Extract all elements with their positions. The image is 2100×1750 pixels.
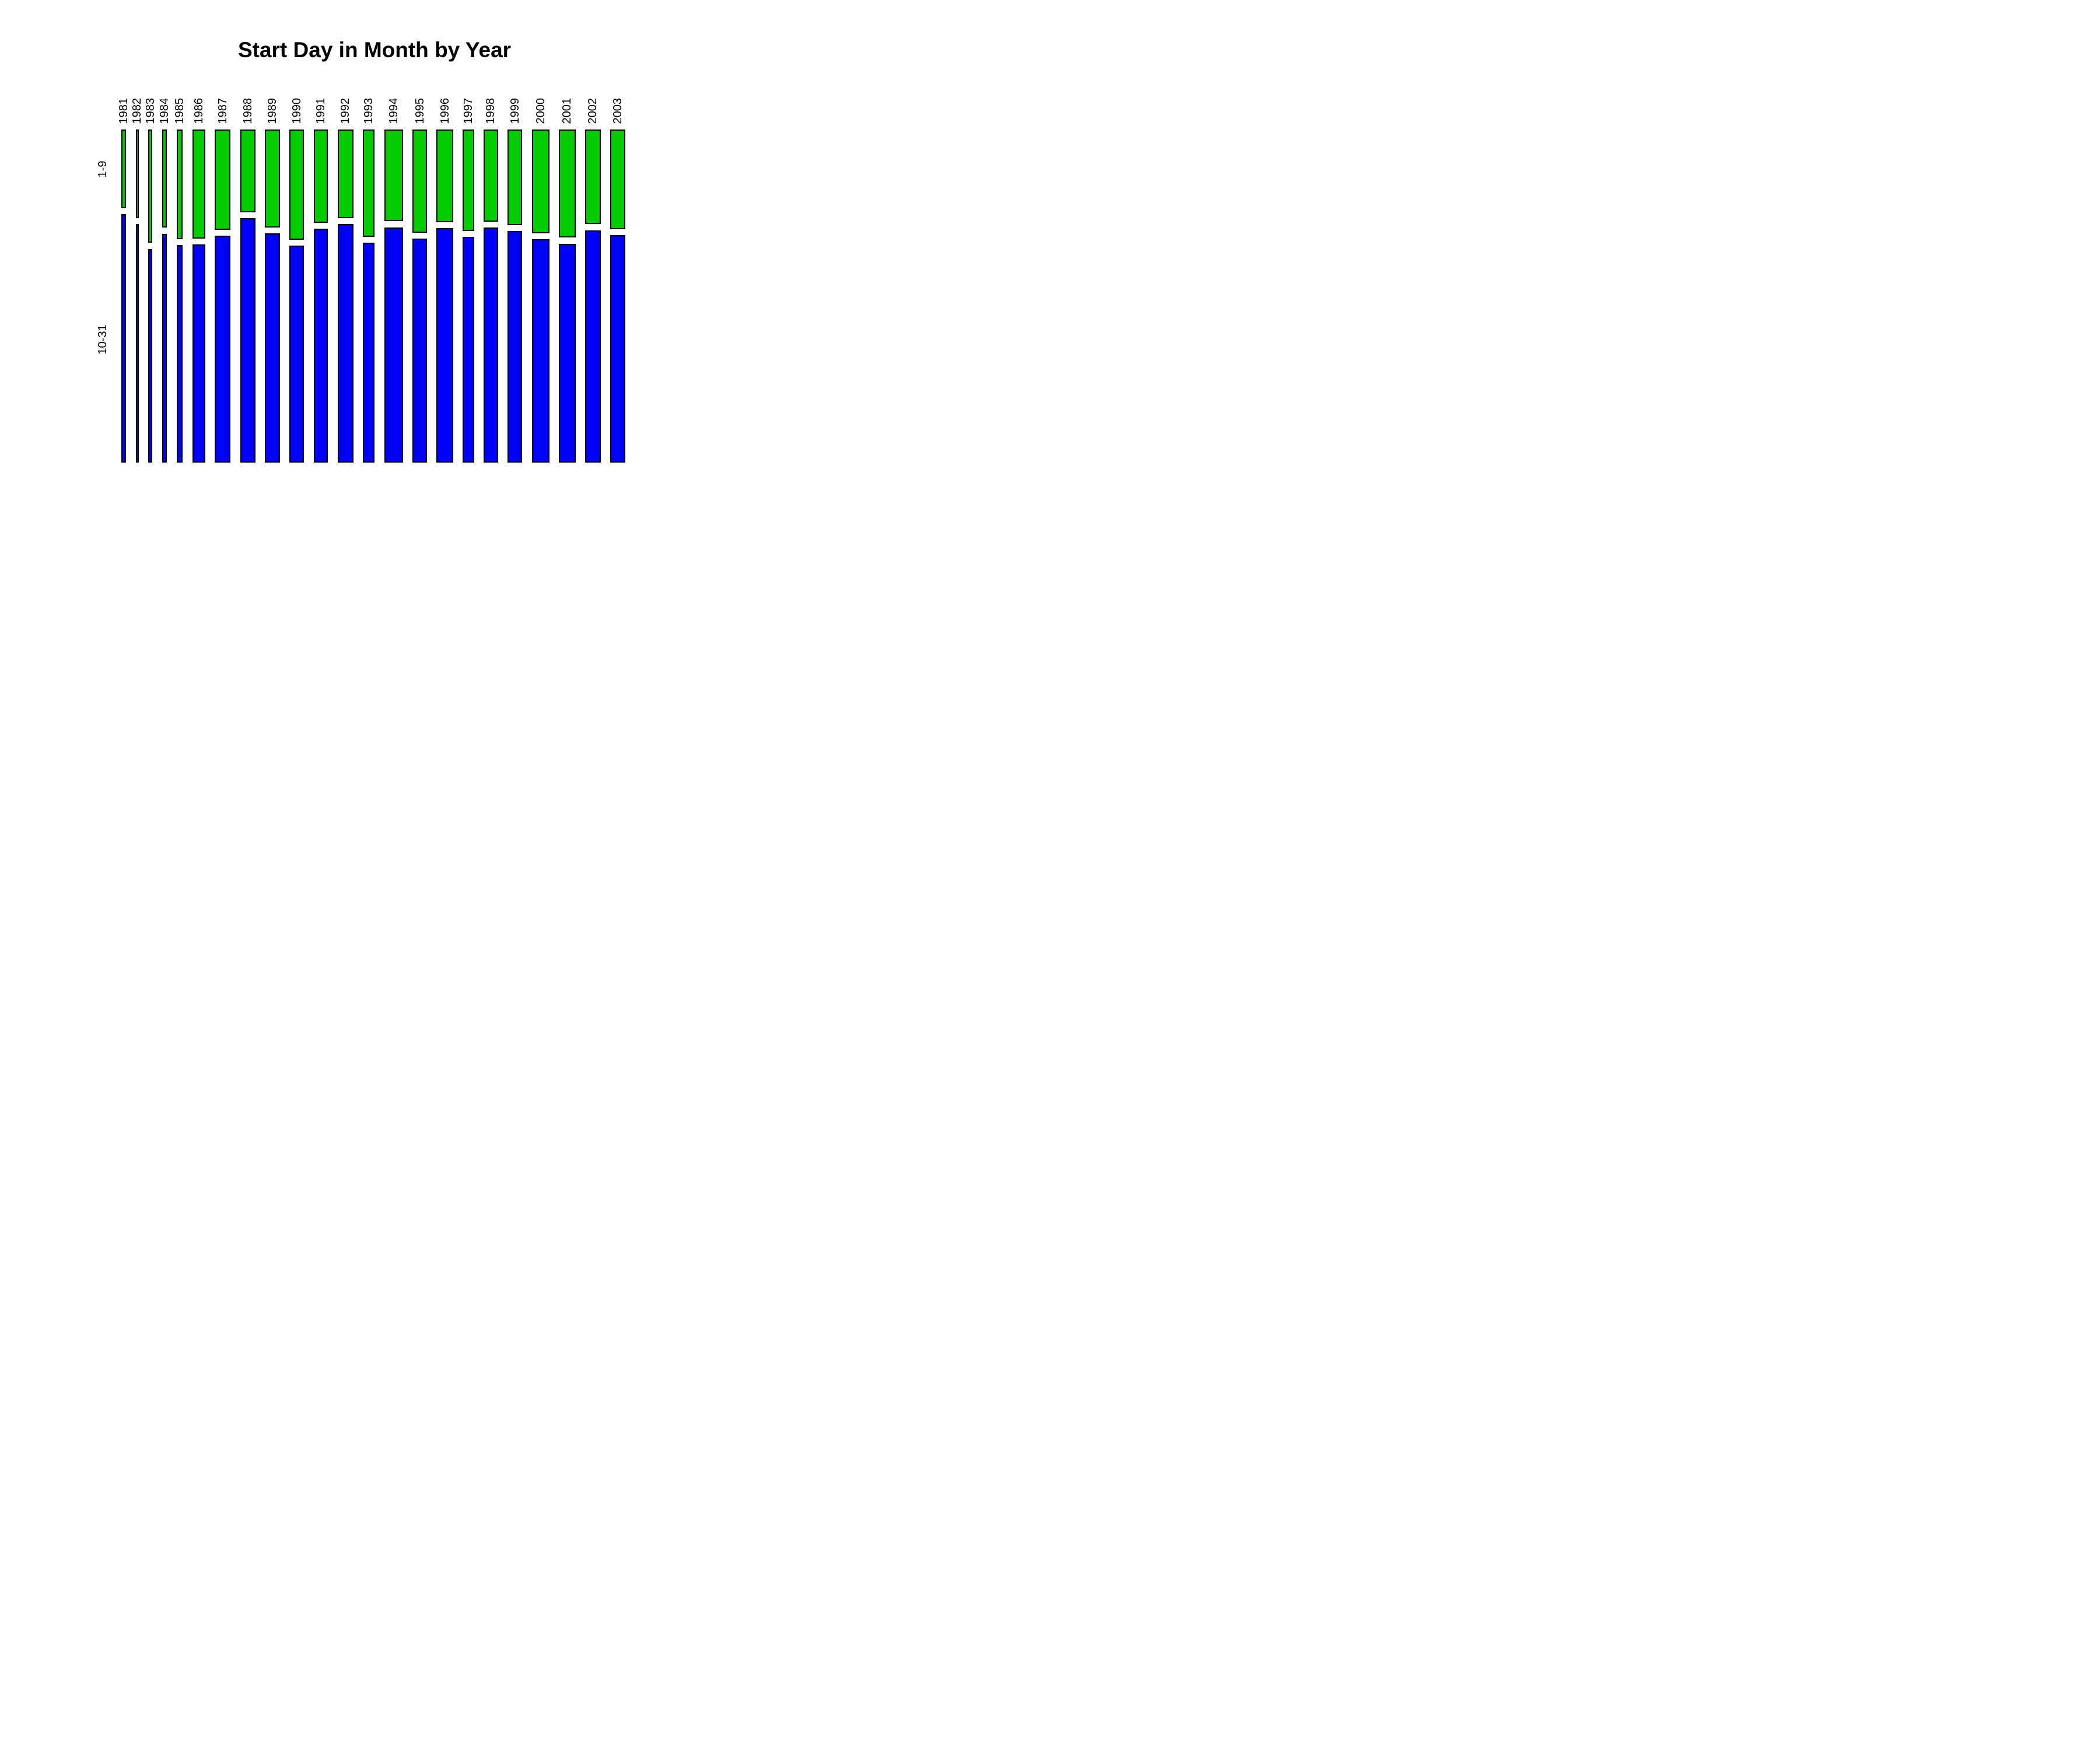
mosaic-column-1987	[215, 130, 231, 463]
tile-2002-day-1-9	[584, 130, 601, 225]
mosaic-column-1990	[289, 130, 304, 463]
x-axis-label-1983: 1983	[144, 97, 157, 124]
tile-1986-day-1-9	[192, 130, 205, 239]
chart-title: Start Day in Month by Year	[237, 38, 512, 62]
mosaic-column-2003	[610, 130, 625, 463]
tile-1994-day-1-9	[384, 130, 403, 222]
tile-1996-day-1-9	[436, 130, 453, 222]
tile-1995-day-10-31	[412, 239, 428, 463]
x-axis-label-1998: 1998	[484, 97, 498, 124]
x-axis-label-1996: 1996	[438, 97, 452, 124]
mosaic-column-1984	[162, 130, 167, 463]
tile-1997-day-10-31	[463, 236, 474, 463]
mosaic-column-1989	[265, 130, 280, 463]
x-axis-label-1995: 1995	[413, 97, 426, 124]
tile-1981-day-1-9	[121, 130, 127, 208]
mosaic-column-1999	[507, 130, 523, 463]
tile-1987-day-10-31	[215, 236, 231, 463]
mosaic-column-1981	[121, 130, 127, 463]
x-axis-label-2001: 2001	[561, 97, 574, 124]
tile-1999-day-10-31	[507, 231, 523, 463]
tile-1997-day-1-9	[463, 130, 474, 231]
tile-2000-day-1-9	[531, 130, 550, 234]
mosaic-plot: 1981 1982 1983 1984 1985 1986 1987 1988 1989 1990…	[0, 0, 700, 583]
tile-1991-day-10-31	[313, 229, 328, 463]
x-axis-label-1990: 1990	[290, 97, 303, 124]
mosaic-column-1997	[463, 130, 474, 463]
tile-1998-day-1-9	[484, 130, 498, 222]
mosaic-column-1983	[148, 130, 153, 463]
tile-1988-day-10-31	[240, 218, 256, 463]
tile-1984-day-10-31	[162, 233, 167, 463]
tile-1987-day-1-9	[215, 130, 231, 230]
tile-2001-day-1-9	[559, 130, 576, 238]
tile-1993-day-1-9	[362, 130, 375, 237]
x-axis-label-1987: 1987	[216, 97, 229, 124]
tile-1984-day-1-9	[162, 130, 167, 228]
tile-2002-day-10-31	[584, 230, 601, 463]
tile-1994-day-10-31	[384, 227, 403, 463]
tile-1982-day-10-31	[135, 224, 139, 463]
x-axis-label-2003: 2003	[611, 97, 624, 124]
x-axis-label-1982: 1982	[131, 97, 144, 124]
x-axis-label-1999: 1999	[508, 97, 522, 124]
chart-canvas: Start Day in Month by Year 1-9 10-31 198…	[0, 0, 700, 583]
tile-1998-day-10-31	[484, 228, 498, 463]
tile-1991-day-1-9	[313, 130, 328, 223]
mosaic-column-2001	[559, 130, 576, 463]
x-axis-label-1991: 1991	[314, 97, 327, 124]
tile-2000-day-10-31	[531, 239, 550, 463]
tile-1993-day-10-31	[362, 242, 375, 463]
tile-1990-day-10-31	[289, 246, 304, 463]
tile-1985-day-1-9	[176, 130, 183, 240]
mosaic-column-1985	[176, 130, 183, 463]
tile-1981-day-10-31	[121, 214, 127, 463]
mosaic-column-1991	[313, 130, 328, 463]
x-axis-label-1986: 1986	[192, 97, 205, 124]
mosaic-column-2000	[531, 130, 550, 463]
tile-1982-day-1-9	[135, 130, 139, 218]
x-axis-label-1984: 1984	[158, 97, 172, 124]
tile-1999-day-1-9	[507, 130, 523, 225]
tile-1996-day-10-31	[436, 228, 453, 463]
tile-2001-day-10-31	[559, 243, 576, 463]
mosaic-column-1993	[362, 130, 375, 463]
tile-1983-day-10-31	[148, 249, 153, 463]
mosaic-column-1998	[484, 130, 498, 463]
mosaic-column-1988	[240, 130, 256, 463]
x-axis-label-1989: 1989	[266, 97, 279, 124]
tile-1988-day-1-9	[240, 130, 256, 212]
tile-2003-day-1-9	[610, 130, 625, 229]
mosaic-column-2002	[584, 130, 601, 463]
x-axis-label-1981: 1981	[117, 97, 130, 124]
tile-1983-day-1-9	[148, 130, 153, 243]
tile-1992-day-1-9	[337, 130, 354, 218]
mosaic-column-1992	[337, 130, 354, 463]
mosaic-column-1996	[436, 130, 453, 463]
tile-1992-day-10-31	[337, 224, 354, 463]
tile-1986-day-10-31	[192, 244, 205, 463]
x-axis-label-1993: 1993	[362, 97, 376, 124]
tile-1995-day-1-9	[412, 130, 428, 233]
tile-1990-day-1-9	[289, 130, 304, 240]
x-axis-label-1994: 1994	[387, 97, 400, 124]
mosaic-column-1994	[384, 130, 403, 463]
mosaic-column-1986	[192, 130, 205, 463]
x-axis-label-1985: 1985	[173, 97, 186, 124]
x-axis-label-1997: 1997	[461, 97, 475, 124]
x-axis-label-2000: 2000	[534, 97, 547, 124]
tile-1989-day-1-9	[265, 130, 280, 228]
tile-1985-day-10-31	[176, 245, 183, 463]
x-axis-label-2002: 2002	[586, 97, 600, 124]
x-axis-label-1988: 1988	[241, 97, 254, 124]
mosaic-column-1995	[412, 130, 428, 463]
mosaic-column-1982	[135, 130, 139, 463]
tile-2003-day-10-31	[610, 235, 625, 463]
x-axis-label-1992: 1992	[339, 97, 352, 124]
tile-1989-day-10-31	[265, 233, 280, 463]
